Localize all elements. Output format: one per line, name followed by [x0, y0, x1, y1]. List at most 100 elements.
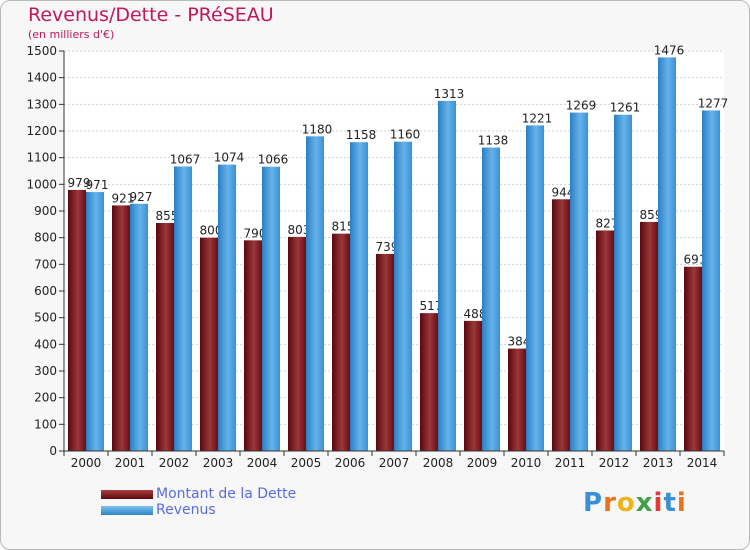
- legend-label-dette: Montant de la Dette: [156, 486, 297, 502]
- y-tick-label: 1100: [26, 151, 57, 165]
- x-tick-label: 2009: [467, 456, 498, 470]
- logo-letter: r: [603, 488, 617, 518]
- bar-dette: [552, 199, 570, 451]
- y-tick-label: 500: [34, 311, 57, 325]
- logo-letter: P: [583, 488, 604, 518]
- bar-dette: [332, 233, 350, 451]
- x-tick-label: 2005: [291, 456, 322, 470]
- legend-swatch-dette: [101, 490, 153, 499]
- data-label-dette: 739: [376, 240, 399, 254]
- bar-dette: [464, 320, 482, 451]
- data-label-dette: 803: [288, 223, 311, 237]
- bar-revenus: [526, 125, 544, 452]
- y-tick-label: 800: [34, 231, 57, 245]
- bar-dette: [596, 230, 614, 451]
- data-label-revenus: 1313: [434, 87, 465, 101]
- y-tick-label: 1400: [26, 71, 57, 85]
- data-label-revenus: 1476: [654, 43, 685, 57]
- x-tick-label: 2002: [159, 456, 190, 470]
- data-label-revenus: 1180: [302, 122, 333, 136]
- y-tick-label: 1300: [26, 97, 57, 111]
- data-label-dette: 790: [244, 226, 267, 240]
- bar-dette: [640, 221, 658, 451]
- data-label-dette: 921: [112, 191, 135, 205]
- data-label-dette: 815: [332, 220, 355, 234]
- y-tick-label: 600: [34, 284, 57, 298]
- data-label-dette: 979: [68, 176, 91, 190]
- x-tick-label: 2003: [203, 456, 234, 470]
- bar-revenus: [86, 192, 104, 452]
- bar-revenus: [614, 114, 632, 451]
- data-label-revenus: 1261: [610, 101, 641, 115]
- bar-dette: [244, 240, 262, 451]
- data-label-revenus: 927: [130, 190, 153, 204]
- legend-swatch-revenus: [101, 506, 153, 515]
- data-label-dette: 827: [596, 216, 619, 230]
- bar-revenus: [174, 166, 192, 451]
- bar-revenus: [570, 112, 588, 451]
- data-label-dette: 517: [420, 299, 443, 313]
- y-axis: 0 100 200 300 400 500 600 700 800 900 1000 1100 1200…: [26, 44, 65, 458]
- data-label-dette: 944: [552, 185, 575, 199]
- bar-revenus: [394, 141, 412, 451]
- bar-revenus: [262, 166, 280, 451]
- bar-dette: [156, 223, 174, 451]
- bar-dette: [376, 253, 394, 451]
- y-tick-label: 200: [34, 391, 57, 405]
- bar-dette: [684, 266, 702, 451]
- x-tick-label: 2013: [643, 456, 674, 470]
- data-label-revenus: 1269: [566, 99, 597, 113]
- bar-revenus: [658, 57, 676, 452]
- y-tick-label: 0: [49, 444, 57, 458]
- bar-revenus: [438, 100, 456, 451]
- legend-label-revenus: Revenus: [156, 502, 216, 518]
- bar-dette: [200, 237, 218, 451]
- y-tick-label: 100: [34, 417, 57, 431]
- data-label-dette: 691: [684, 253, 707, 267]
- y-tick-label: 400: [34, 337, 57, 351]
- data-label-dette: 859: [640, 208, 663, 222]
- bar-revenus: [130, 203, 148, 451]
- logo-letter: i: [653, 488, 664, 518]
- chart-title: Revenus/Dette - PRéSEAU: [28, 4, 274, 26]
- data-label-revenus: 1138: [478, 134, 509, 148]
- bar-dette: [508, 348, 526, 451]
- data-label-revenus: 1277: [698, 96, 729, 110]
- logo-letter: o: [616, 488, 636, 518]
- x-tick-label: 2004: [247, 456, 278, 470]
- data-label-dette: 488: [464, 307, 487, 321]
- x-tick-label: 2000: [71, 456, 102, 470]
- data-label-revenus: 1221: [522, 111, 553, 125]
- logo-letter: x: [635, 488, 654, 518]
- bar-revenus: [482, 147, 500, 452]
- data-label-revenus: 1160: [390, 128, 421, 142]
- data-label-revenus: 1067: [170, 152, 201, 166]
- y-tick-label: 700: [34, 257, 57, 271]
- x-tick-label: 2007: [379, 456, 410, 470]
- y-tick-label: 1000: [26, 177, 57, 191]
- x-tick-label: 2012: [599, 456, 630, 470]
- y-tick-label: 1500: [26, 44, 57, 58]
- data-label-dette: 384: [508, 335, 531, 349]
- proxiti-logo: Proxiti: [583, 488, 687, 518]
- x-tick-label: 2010: [511, 456, 542, 470]
- x-tick-label: 2008: [423, 456, 454, 470]
- bar-revenus: [702, 110, 720, 451]
- data-label-dette: 855: [156, 209, 179, 223]
- x-tick-label: 2006: [335, 456, 366, 470]
- logo-letter: i: [676, 488, 687, 518]
- bar-revenus: [350, 142, 368, 451]
- bar-revenus: [306, 136, 324, 452]
- bar-dette: [68, 189, 86, 451]
- logo-letter: t: [663, 488, 677, 518]
- x-tick-label: 2001: [115, 456, 146, 470]
- bar-revenus: [218, 164, 236, 451]
- x-axis: 2000 2001 2002 2003 2004 2005 2006 2007 2008 2009…: [63, 450, 725, 470]
- bar-dette: [112, 205, 130, 451]
- x-tick-label: 2011: [555, 456, 586, 470]
- y-tick-label: 900: [34, 204, 57, 218]
- x-tick-label: 2014: [687, 456, 718, 470]
